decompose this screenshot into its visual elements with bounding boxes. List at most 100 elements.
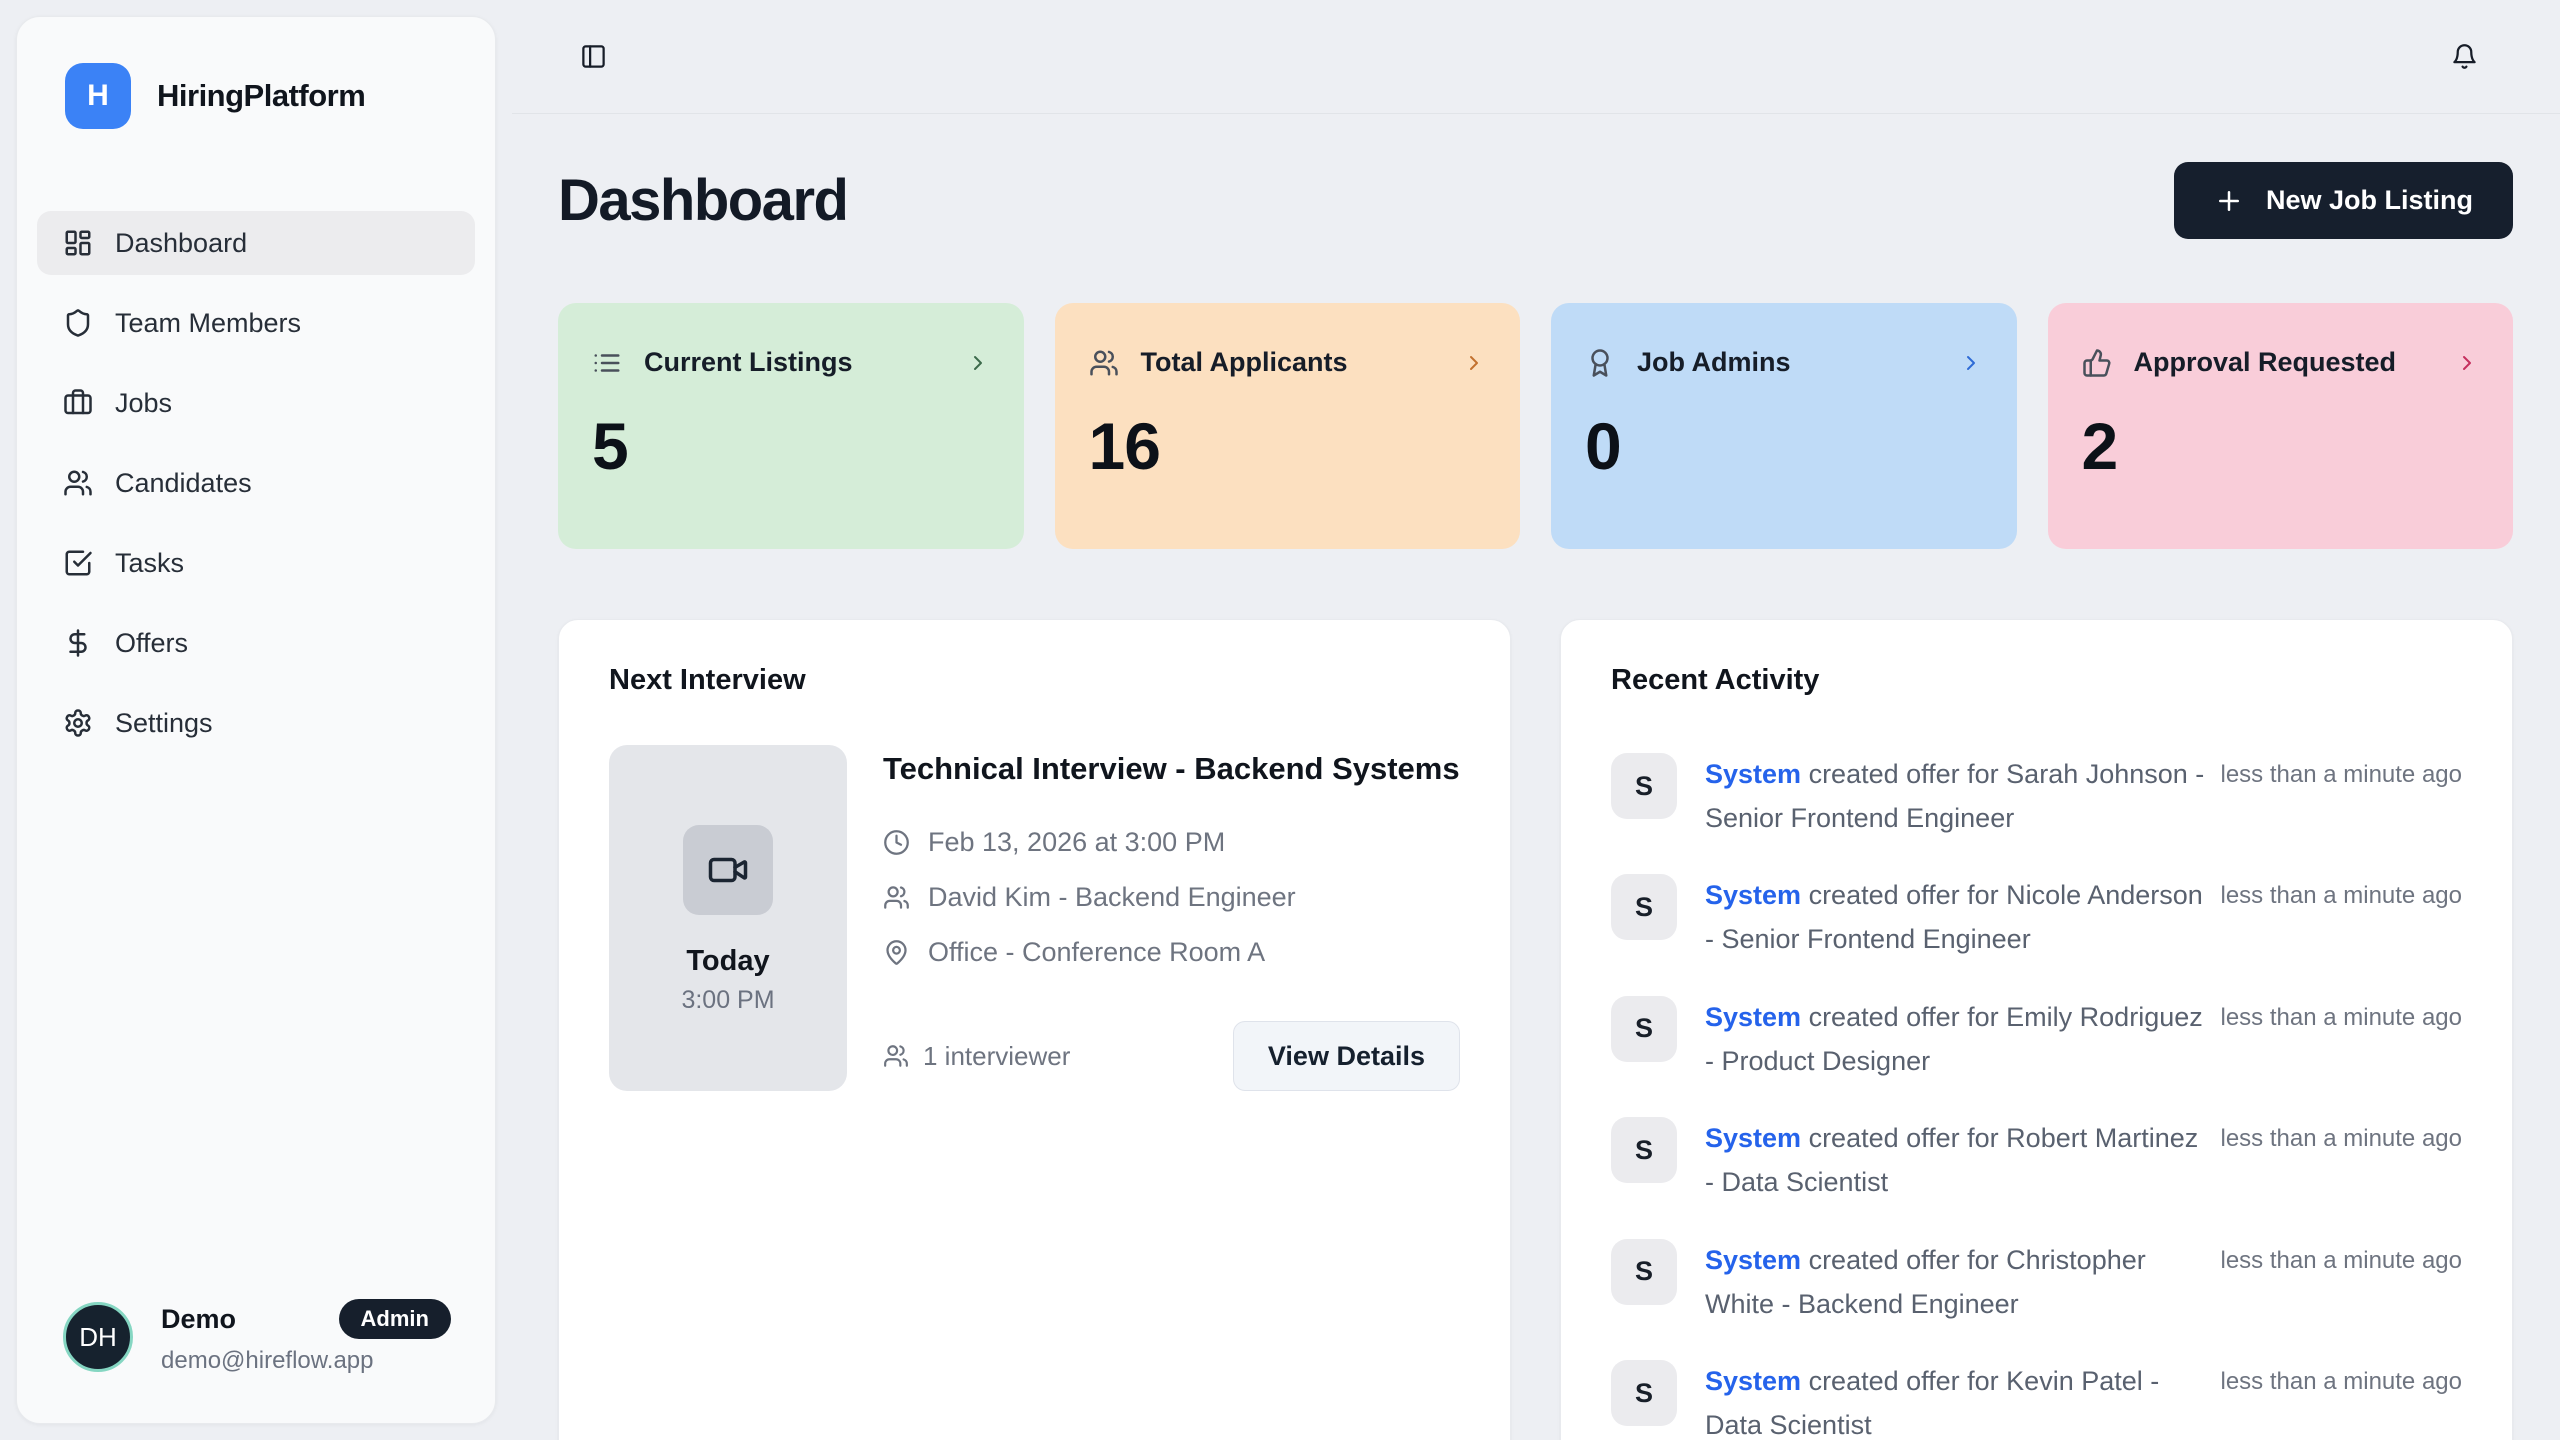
user-name: Demo: [161, 1303, 237, 1334]
activity-timestamp: less than a minute ago: [2220, 1125, 2463, 1153]
activity-timestamp: less than a minute ago: [2220, 1368, 2463, 1396]
interview-location-row: Office - Conference Room A: [883, 937, 1460, 968]
app-title: HiringPlatform: [157, 78, 366, 113]
briefcase-icon: [63, 388, 93, 418]
app-logo-row: H HiringPlatform: [17, 17, 495, 129]
activity-item: S System created offer for Emily Rodrigu…: [1611, 995, 2462, 1083]
stat-label: Current Listings: [644, 347, 853, 377]
activity-text: System created offer for Robert Martinez…: [1705, 1123, 2199, 1198]
sidebar-item-label: Dashboard: [115, 227, 248, 258]
activity-timestamp: less than a minute ago: [2220, 882, 2463, 910]
stat-label: Approval Requested: [2133, 347, 2397, 377]
activity-avatar: S: [1611, 995, 1677, 1062]
page-title: Dashboard: [558, 168, 849, 233]
new-job-listing-button[interactable]: New Job Listing: [2173, 162, 2513, 239]
notifications-button[interactable]: [2445, 37, 2484, 76]
activity-text: System created offer for Emily Rodriguez…: [1705, 1001, 2203, 1076]
avatar: DH: [63, 1302, 133, 1372]
interview-date-tile: Today 3:00 PM: [609, 745, 847, 1091]
panel-left-icon: [580, 43, 607, 70]
app-logo-icon: H: [65, 63, 131, 129]
stat-value: 5: [592, 409, 629, 483]
chevron-right-icon: [2455, 351, 2479, 375]
sidebar-item-team-members[interactable]: Team Members: [37, 291, 475, 355]
activity-item: S System created offer for Robert Martin…: [1611, 1117, 2462, 1204]
activity-avatar: S: [1611, 753, 1677, 819]
stats-row: Current Listings 5 Total Applicants 16 J…: [558, 303, 2513, 549]
stat-card-current-listings[interactable]: Current Listings 5: [558, 303, 1024, 549]
main-area: Dashboard New Job Listing Current Listin…: [512, 0, 2560, 1440]
stat-card-job-admins[interactable]: Job Admins 0: [1551, 303, 2017, 549]
activity-actor-link[interactable]: System: [1705, 1244, 1802, 1275]
activity-text: System created offer for Kevin Patel - D…: [1705, 1366, 2160, 1440]
chevron-right-icon: [1959, 351, 1983, 375]
activity-avatar: S: [1611, 1360, 1677, 1427]
award-icon: [1585, 348, 1615, 378]
sidebar-item-label: Jobs: [115, 387, 173, 418]
activity-actor-link[interactable]: System: [1705, 1001, 1802, 1032]
stat-value: 16: [1088, 409, 1161, 483]
sidebar-item-label: Team Members: [115, 307, 302, 338]
users-icon: [1089, 348, 1119, 378]
sidebar-item-settings[interactable]: Settings: [37, 691, 475, 755]
content: Dashboard New Job Listing Current Listin…: [512, 114, 2560, 1440]
sidebar-nav: Dashboard Team Members Jobs Candidates T…: [37, 211, 475, 771]
next-interview-card: Next Interview Today 3:00 PM Technical I…: [558, 619, 1511, 1440]
sidebar-item-jobs[interactable]: Jobs: [37, 371, 475, 435]
activity-avatar: S: [1611, 874, 1677, 941]
interview-candidate-row: David Kim - Backend Engineer: [883, 882, 1460, 913]
sidebar-toggle-button[interactable]: [574, 37, 613, 76]
user-menu[interactable]: DH Demo Admin demo@hireflow.app: [17, 1299, 495, 1423]
activity-text: System created offer for Sarah Johnson -…: [1705, 759, 2205, 833]
sidebar-item-label: Tasks: [115, 547, 185, 578]
stat-card-total-applicants[interactable]: Total Applicants 16: [1054, 303, 1520, 549]
next-interview-title: Next Interview: [609, 664, 806, 696]
sidebar-item-offers[interactable]: Offers: [37, 611, 475, 675]
activity-timestamp: less than a minute ago: [2220, 761, 2463, 788]
interview-time: 3:00 PM: [681, 986, 775, 1014]
activity-actor-link[interactable]: System: [1705, 880, 1802, 911]
sidebar-item-label: Candidates: [115, 467, 252, 498]
activity-actor-link[interactable]: System: [1705, 1366, 1802, 1397]
stat-value: 0: [1585, 409, 1622, 483]
activity-actor-link[interactable]: System: [1705, 759, 1802, 789]
recent-activity-title: Recent Activity: [1611, 664, 1820, 696]
users-icon: [883, 884, 910, 911]
clock-icon: [883, 829, 910, 856]
activity-item: S System created offer for Sarah Johnson…: [1611, 753, 2462, 840]
sidebar-item-label: Offers: [115, 627, 189, 658]
role-badge: Admin: [338, 1299, 451, 1339]
sidebar-item-candidates[interactable]: Candidates: [37, 451, 475, 515]
sidebar-item-tasks[interactable]: Tasks: [37, 531, 475, 595]
map-pin-icon: [883, 939, 910, 966]
chevron-right-icon: [1462, 351, 1486, 375]
bell-icon: [2451, 43, 2478, 70]
activity-text: System created offer for Christopher Whi…: [1705, 1244, 2146, 1319]
activity-timestamp: less than a minute ago: [2220, 1246, 2463, 1274]
user-info: Demo Admin demo@hireflow.app: [161, 1299, 451, 1375]
interview-datetime-row: Feb 13, 2026 at 3:00 PM: [883, 827, 1460, 858]
interview-name: Technical Interview - Backend Systems: [883, 751, 1460, 786]
activity-avatar: S: [1611, 1238, 1677, 1305]
stat-label: Job Admins: [1637, 347, 1791, 377]
stat-label: Total Applicants: [1140, 347, 1348, 377]
view-details-button[interactable]: View Details: [1232, 1021, 1460, 1091]
users-icon: [883, 1043, 909, 1069]
chevron-right-icon: [966, 351, 990, 375]
video-icon: [683, 825, 773, 915]
activity-avatar: S: [1611, 1117, 1677, 1184]
topbar: [512, 0, 2560, 114]
interview-day: Today: [686, 945, 770, 977]
recent-activity-card: Recent Activity S System created offer f…: [1560, 619, 2513, 1440]
users-icon: [63, 468, 93, 498]
stat-card-approval-requested[interactable]: Approval Requested 2: [2047, 303, 2513, 549]
sidebar-item-label: Settings: [115, 707, 213, 738]
check-square-icon: [63, 548, 93, 578]
dashboard-grid-icon: [63, 228, 93, 258]
interviewer-count: 1 interviewer: [883, 1041, 1070, 1072]
dollar-icon: [63, 628, 93, 658]
user-email: demo@hireflow.app: [161, 1347, 374, 1374]
activity-text: System created offer for Nicole Anderson…: [1705, 880, 2203, 955]
sidebar-item-dashboard[interactable]: Dashboard: [37, 211, 475, 275]
activity-actor-link[interactable]: System: [1705, 1123, 1802, 1154]
